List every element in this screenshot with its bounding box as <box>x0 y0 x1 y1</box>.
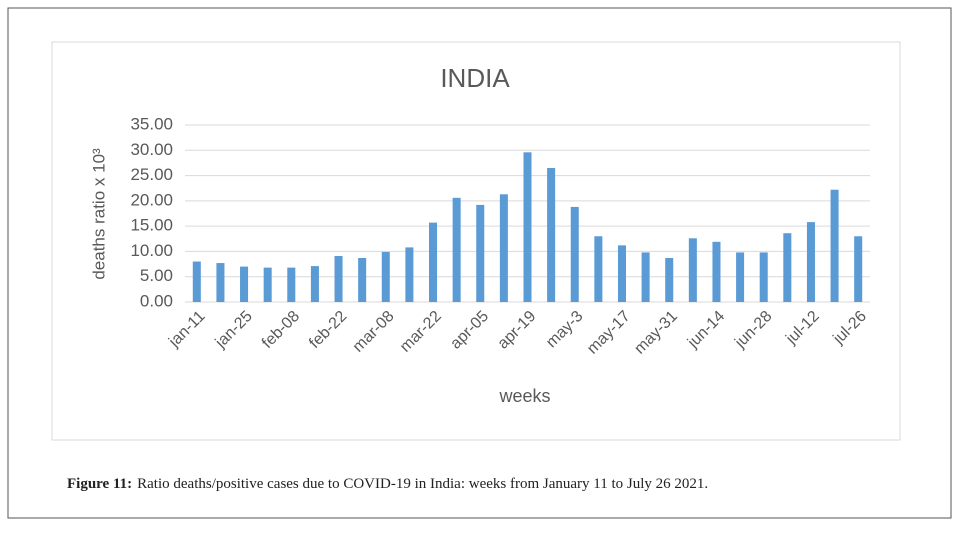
bar <box>381 251 390 302</box>
bar <box>192 261 201 302</box>
bar <box>594 236 603 302</box>
y-axis-label: deaths ratio x 10³ <box>89 148 108 280</box>
y-tick-label: 20.00 <box>130 190 173 209</box>
y-tick-label: 25.00 <box>130 165 173 184</box>
y-tick-label: 15.00 <box>130 216 173 235</box>
bar <box>452 197 461 302</box>
y-tick-label: 0.00 <box>140 291 173 310</box>
bar <box>712 241 721 302</box>
bar <box>617 245 626 302</box>
bar <box>806 222 815 302</box>
bar <box>310 266 319 302</box>
bar <box>523 152 532 302</box>
bar <box>216 263 225 302</box>
bar <box>783 233 792 302</box>
bar <box>854 236 863 302</box>
bar <box>358 258 367 302</box>
chart-title: INDIA <box>440 63 510 93</box>
bar <box>287 267 296 302</box>
bar <box>405 247 414 302</box>
bar <box>665 258 674 302</box>
bar <box>263 267 272 302</box>
bar <box>240 266 249 302</box>
y-tick-label: 10.00 <box>130 241 173 260</box>
x-axis-label: weeks <box>498 386 550 406</box>
bar <box>736 252 745 302</box>
bar <box>499 194 508 302</box>
y-tick-label: 5.00 <box>140 266 173 285</box>
caption-label: Figure 11: <box>67 476 132 492</box>
bar <box>570 206 579 302</box>
bar <box>688 238 697 302</box>
bar <box>759 252 768 302</box>
bar <box>476 204 485 302</box>
bar <box>641 252 650 302</box>
bar <box>547 167 556 302</box>
y-tick-label: 35.00 <box>130 114 173 133</box>
chart-frame <box>51 41 901 441</box>
bar <box>830 189 839 302</box>
bar <box>429 222 438 302</box>
caption-text: Ratio deaths/positive cases due to COVID… <box>137 476 708 492</box>
bar <box>334 255 343 302</box>
caption: Figure 11: Ratio deaths/positive cases du… <box>67 476 708 492</box>
y-tick-label: 30.00 <box>130 140 173 159</box>
